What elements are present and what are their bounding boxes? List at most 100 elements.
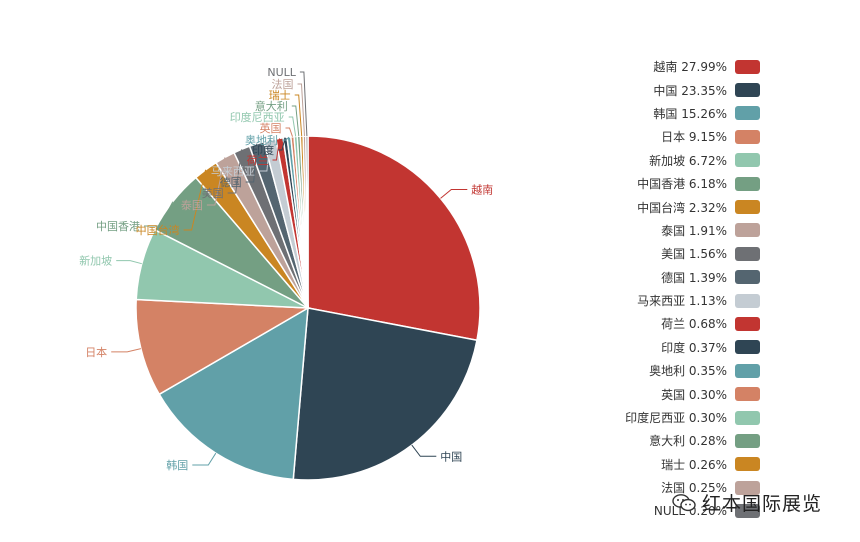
leader-line-6	[183, 169, 207, 231]
legend-item[interactable]: 泰国 1.91%	[560, 219, 760, 242]
watermark: 红本国际展览	[672, 489, 822, 516]
legend-swatch	[735, 387, 760, 402]
legend-swatch	[735, 106, 760, 121]
slice-label-19: NULL	[267, 66, 296, 79]
legend-item[interactable]: 中国香港 6.18%	[560, 172, 760, 195]
legend-swatch	[735, 153, 760, 168]
legend-label: 印度 0.37%	[661, 340, 727, 355]
slice-0	[307, 135, 481, 342]
slice-label-17: 瑞士	[269, 88, 291, 102]
slice-label-8: 美国	[202, 187, 224, 200]
legend-swatch	[735, 410, 760, 425]
leader-line-16	[291, 105, 300, 137]
watermark-text: 红本国际展览	[702, 493, 823, 515]
legend-item[interactable]: 荷兰 0.68%	[560, 312, 760, 335]
legend-swatch	[735, 457, 760, 472]
slice-label-11: 荷兰	[247, 154, 269, 167]
legend: 越南 27.99% 中国 23.35% 韩国 15.26% 日本 9.15% 新加坡 6…	[560, 55, 760, 523]
legend-item[interactable]: 法国 0.25%	[560, 476, 760, 499]
legend-label: 德国 1.39%	[661, 270, 727, 285]
legend-label: 中国 23.35%	[653, 83, 727, 98]
slice-label-15: 印度尼西亚	[230, 110, 285, 124]
leader-line-19	[299, 71, 308, 137]
leader-line-14	[285, 127, 293, 137]
leader-line-2	[192, 452, 217, 466]
slice-label-14: 英国	[260, 121, 282, 135]
legend-item[interactable]: 英国 0.30%	[560, 382, 760, 405]
legend-label: 法国 0.25%	[661, 481, 727, 496]
legend-swatch	[735, 246, 760, 261]
slice-label-18: 法国	[272, 77, 294, 91]
legend-swatch	[735, 59, 760, 74]
slice-label-7: 泰国	[181, 198, 203, 212]
legend-item[interactable]: 意大利 0.28%	[560, 429, 760, 452]
legend-label: 意大利 0.28%	[649, 434, 727, 449]
legend-item[interactable]: 越南 27.99%	[560, 55, 760, 78]
legend-item[interactable]: 中国 23.35%	[560, 78, 760, 101]
leader-line-0	[440, 189, 468, 199]
legend-swatch	[735, 480, 760, 495]
slice-label-0: 越南	[471, 183, 493, 197]
legend-label: 韩国 15.26%	[653, 106, 727, 121]
slice-19	[305, 135, 309, 309]
leader-line-8	[227, 149, 243, 194]
leader-line-9	[245, 143, 258, 183]
slice-label-12: 印度	[252, 143, 274, 157]
legend-swatch	[735, 129, 760, 144]
leader-line-17	[294, 94, 303, 137]
legend-label: 泰国 1.91%	[661, 223, 727, 238]
leader-line-5	[144, 201, 174, 227]
legend-swatch	[735, 504, 760, 519]
legend-label: 英国 0.30%	[661, 387, 727, 402]
leader-line-13	[282, 136, 290, 141]
slice-label-16: 意大利	[255, 99, 288, 113]
legend-label: 荷兰 0.68%	[661, 317, 727, 332]
legend-swatch	[735, 433, 760, 448]
leader-lines	[111, 71, 468, 466]
legend-swatch	[735, 200, 760, 215]
legend-item[interactable]: 德国 1.39%	[560, 266, 760, 289]
legend-label: 日本 9.15%	[661, 130, 727, 145]
legend-label: NULL 0.20%	[653, 504, 727, 519]
legend-label: 美国 1.56%	[661, 247, 727, 262]
legend-item[interactable]: NULL 0.20%	[560, 499, 760, 522]
slice-label-6: 中国台湾	[136, 223, 180, 237]
legend-label: 马来西亚 1.13%	[637, 294, 727, 309]
legend-swatch	[735, 316, 760, 331]
legend-item[interactable]: 印度尼西亚 0.30%	[560, 406, 760, 429]
slice-label-3: 日本	[85, 345, 107, 359]
slice-label-9: 德国	[220, 175, 242, 189]
legend-swatch	[735, 363, 760, 378]
legend-item[interactable]: 瑞士 0.26%	[560, 453, 760, 476]
leader-line-18	[297, 83, 305, 137]
slice-label-13: 奥地利	[245, 133, 278, 147]
legend-swatch	[735, 83, 760, 98]
legend-label: 瑞士 0.26%	[661, 457, 727, 472]
legend-item[interactable]: 印度 0.37%	[560, 336, 760, 359]
leader-line-11	[272, 138, 280, 161]
legend-item[interactable]: 韩国 15.26%	[560, 102, 760, 125]
legend-item[interactable]: 马来西亚 1.13%	[560, 289, 760, 312]
legend-swatch	[735, 340, 760, 355]
legend-item[interactable]: 新加坡 6.72%	[560, 149, 760, 172]
legend-swatch	[735, 176, 760, 191]
legend-swatch	[735, 223, 760, 238]
legend-item[interactable]: 中国台湾 2.32%	[560, 195, 760, 218]
leader-line-4	[116, 260, 142, 265]
slice-label-2: 韩国	[166, 458, 188, 472]
legend-item[interactable]: 奥地利 0.35%	[560, 359, 760, 382]
legend-label: 印度尼西亚 0.30%	[625, 411, 727, 426]
legend-item[interactable]: 美国 1.56%	[560, 242, 760, 265]
pie-slices	[135, 135, 481, 481]
slice-label-10: 马来西亚	[211, 165, 255, 178]
legend-label: 新加坡 6.72%	[649, 153, 727, 168]
legend-label: 中国台湾 2.32%	[637, 200, 727, 215]
leader-line-12	[278, 137, 286, 151]
slice-label-1: 中国	[440, 450, 462, 463]
wechat-icon	[672, 493, 696, 512]
slice-label-5: 中国香港	[96, 220, 140, 233]
leader-line-1	[411, 444, 437, 457]
legend-item[interactable]: 日本 9.15%	[560, 125, 760, 148]
